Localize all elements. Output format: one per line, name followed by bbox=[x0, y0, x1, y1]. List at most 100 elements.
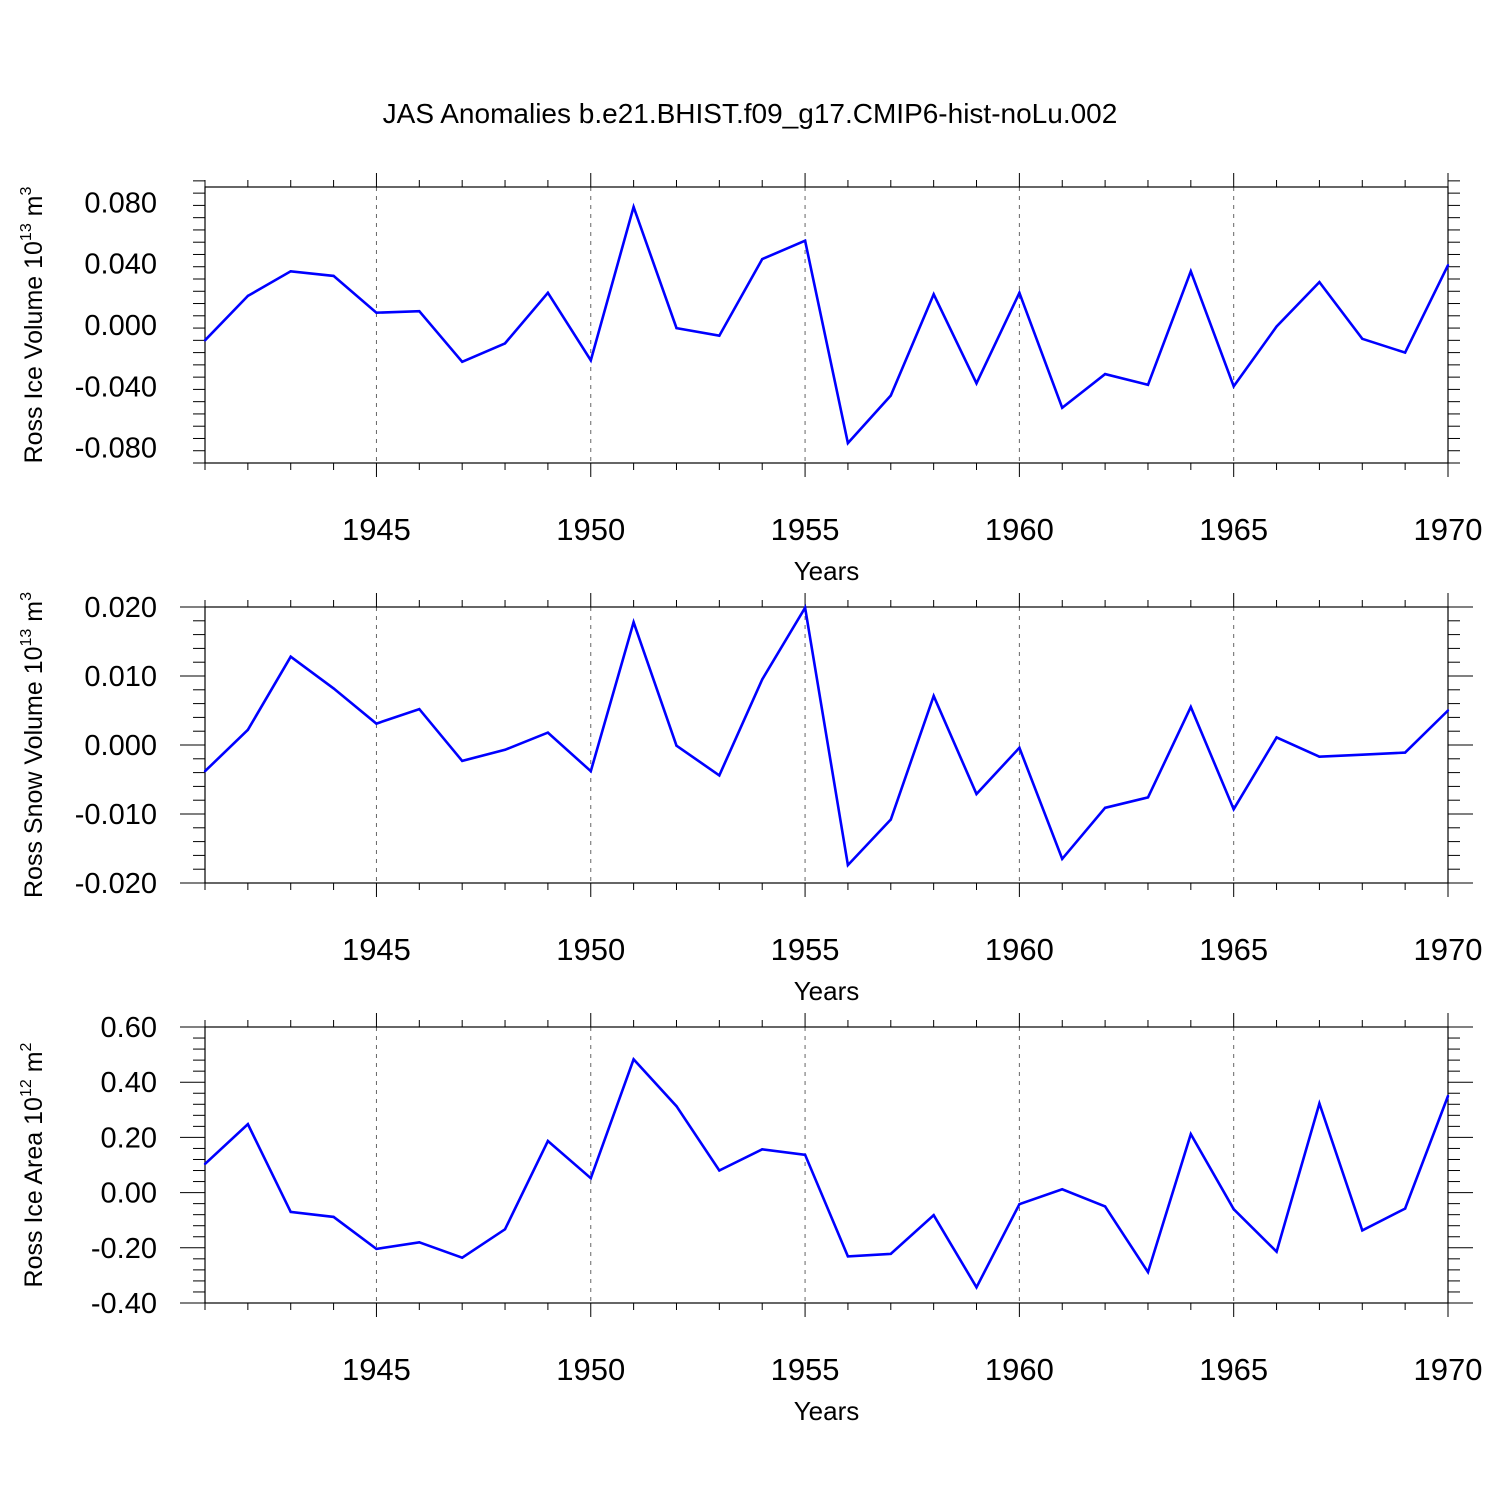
y-tick-label: -0.010 bbox=[75, 799, 157, 831]
data-point bbox=[1361, 753, 1363, 755]
data-point bbox=[847, 864, 849, 866]
y-tick-label: 0.020 bbox=[84, 592, 157, 624]
x-tick-label: 1945 bbox=[342, 932, 411, 967]
x-tick-label: 1955 bbox=[771, 932, 840, 967]
data-point bbox=[418, 1241, 420, 1243]
y-axis-label: Ross Ice Volume 1013 m3 bbox=[18, 186, 48, 463]
y-tick-label: 0.040 bbox=[84, 249, 157, 281]
data-point bbox=[204, 770, 206, 772]
y-tick-label: 0.40 bbox=[101, 1067, 157, 1099]
x-tick-label: 1965 bbox=[1199, 932, 1268, 967]
data-point bbox=[718, 335, 720, 337]
y-axis-label-exponent: 12 bbox=[18, 1079, 35, 1097]
data-point bbox=[418, 310, 420, 312]
data-point bbox=[590, 770, 592, 772]
data-point bbox=[761, 258, 763, 260]
data-point bbox=[932, 695, 934, 697]
data-point bbox=[504, 1228, 506, 1230]
data-point bbox=[332, 275, 334, 277]
x-tick-label: 1955 bbox=[771, 512, 840, 547]
y-tick-label: -0.020 bbox=[75, 868, 157, 900]
series-line bbox=[205, 1059, 1448, 1287]
data-point bbox=[761, 678, 763, 680]
data-point bbox=[547, 731, 549, 733]
data-point bbox=[1018, 1203, 1020, 1205]
y-tick-label: 0.000 bbox=[84, 730, 157, 762]
data-point bbox=[1018, 292, 1020, 294]
data-point bbox=[1232, 808, 1234, 810]
data-point bbox=[975, 793, 977, 795]
data-point bbox=[1275, 1250, 1277, 1252]
data-point bbox=[375, 722, 377, 724]
data-point bbox=[204, 339, 206, 341]
data-point bbox=[247, 295, 249, 297]
data-point bbox=[332, 687, 334, 689]
data-point bbox=[890, 394, 892, 396]
data-point bbox=[847, 442, 849, 444]
data-point bbox=[461, 760, 463, 762]
plot-frame bbox=[205, 1027, 1448, 1303]
data-point bbox=[547, 292, 549, 294]
data-point bbox=[418, 708, 420, 710]
data-point bbox=[375, 1248, 377, 1250]
y-axis-label: Ross Ice Area 1012 m2 bbox=[18, 1042, 48, 1287]
data-point bbox=[1447, 264, 1449, 266]
data-point bbox=[461, 361, 463, 363]
data-point bbox=[1232, 1208, 1234, 1210]
y-axis-label-unit: m bbox=[20, 601, 48, 629]
data-point bbox=[1361, 1229, 1363, 1231]
data-point bbox=[632, 206, 634, 208]
data-point bbox=[1404, 351, 1406, 353]
data-point bbox=[332, 1216, 334, 1218]
data-point bbox=[290, 1211, 292, 1213]
data-point bbox=[1147, 384, 1149, 386]
data-point bbox=[761, 1148, 763, 1150]
y-axis-label-main: Ross Ice Area 10 bbox=[20, 1097, 48, 1287]
data-point bbox=[290, 655, 292, 657]
data-point bbox=[1018, 747, 1020, 749]
x-tick-label: 1945 bbox=[342, 1352, 411, 1387]
data-point bbox=[1275, 325, 1277, 327]
x-tick-label: 1965 bbox=[1199, 512, 1268, 547]
y-tick-label: 0.60 bbox=[101, 1012, 157, 1044]
data-point bbox=[1404, 1207, 1406, 1209]
y-axis-label-exponent: 13 bbox=[18, 223, 35, 241]
x-tick-label: 1955 bbox=[771, 1352, 840, 1387]
data-point bbox=[1104, 1205, 1106, 1207]
data-point bbox=[290, 270, 292, 272]
data-point bbox=[1318, 1102, 1320, 1104]
y-axis-label: Ross Snow Volume 1013 m3 bbox=[18, 592, 48, 898]
data-point bbox=[1190, 1133, 1192, 1135]
x-tick-label: 1970 bbox=[1414, 932, 1483, 967]
data-point bbox=[675, 327, 677, 329]
x-tick-label: 1960 bbox=[985, 1352, 1054, 1387]
data-point bbox=[1061, 858, 1063, 860]
data-point bbox=[1190, 706, 1192, 708]
x-tick-label: 1970 bbox=[1414, 1352, 1483, 1387]
data-point bbox=[1232, 385, 1234, 387]
data-point bbox=[1447, 709, 1449, 711]
data-point bbox=[847, 1255, 849, 1257]
y-tick-label: -0.080 bbox=[75, 433, 157, 465]
y-tick-label: 0.20 bbox=[101, 1122, 157, 1154]
data-point bbox=[1061, 1188, 1063, 1190]
data-point bbox=[890, 1253, 892, 1255]
data-point bbox=[590, 359, 592, 361]
data-point bbox=[932, 1214, 934, 1216]
x-tick-label: 1965 bbox=[1199, 1352, 1268, 1387]
y-axis-label-unit: m bbox=[20, 1051, 48, 1079]
data-point bbox=[1318, 756, 1320, 758]
data-point bbox=[504, 342, 506, 344]
data-point bbox=[1104, 373, 1106, 375]
data-point bbox=[247, 729, 249, 731]
y-axis-label-unit-exponent: 3 bbox=[18, 592, 35, 601]
ross-snow-volume-panel: -0.020-0.0100.0000.0100.0201945 1950 1955 1… bbox=[18, 592, 1482, 1006]
data-point bbox=[675, 1105, 677, 1107]
data-point bbox=[247, 1123, 249, 1125]
data-point bbox=[804, 606, 806, 608]
data-point bbox=[1318, 281, 1320, 283]
data-point bbox=[1447, 1095, 1449, 1097]
x-axis-label: Years bbox=[794, 1396, 860, 1426]
data-point bbox=[1104, 807, 1106, 809]
y-tick-label: 0.000 bbox=[84, 310, 157, 342]
